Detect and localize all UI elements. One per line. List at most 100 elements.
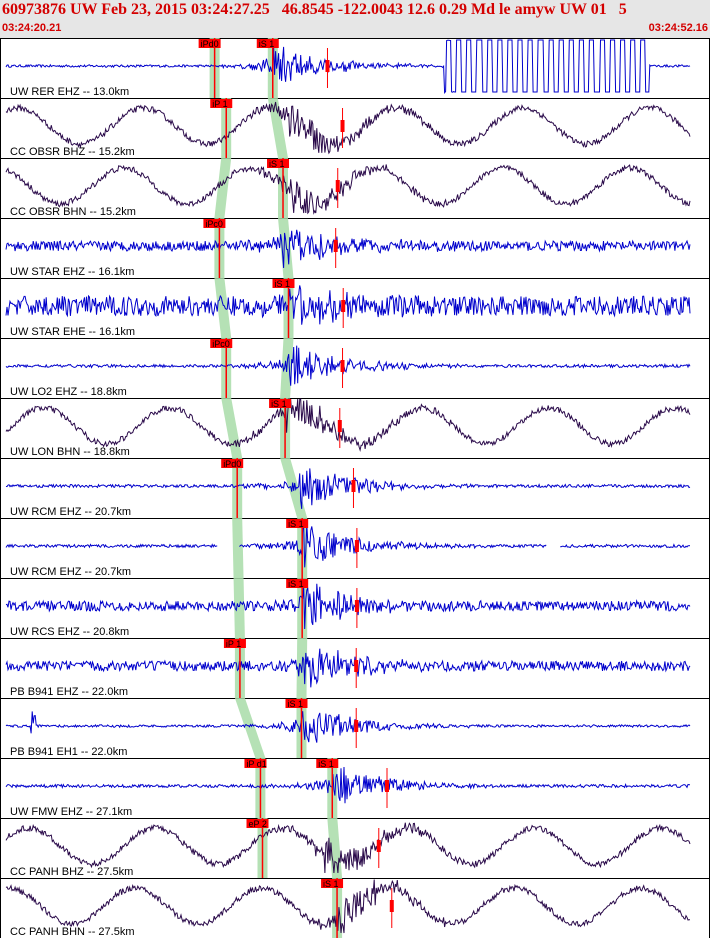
pick-label: iPc0 — [205, 219, 223, 229]
pick-flag — [256, 39, 279, 48]
trace-label: CC OBSR BHZ -- 15.2km — [10, 146, 135, 158]
pick-label: iS 1 — [288, 519, 304, 529]
pick-label: iS 1 — [318, 759, 334, 769]
trace-label: UW RCS EHZ -- 20.8km — [10, 626, 129, 638]
trace-row: iS 1 CC PANH BHN -- 27.5km — [5, 878, 691, 938]
coda-marker — [337, 420, 342, 432]
trace-row: iP 1 CC OBSR BHZ -- 15.2km — [5, 98, 691, 158]
trace-label: UW RCM EHZ -- 20.7km — [10, 506, 131, 518]
coda-marker — [354, 660, 359, 672]
coda-marker — [354, 600, 359, 612]
waveform — [5, 345, 691, 386]
pick-label: iS 1 — [271, 399, 287, 409]
coda-marker — [340, 120, 345, 132]
pick-label: iS 1 — [269, 159, 285, 169]
seismogram-panel: iPd0 iS 1 UW RER EHZ -- 13.0km iP 1 CC OBSR … — [0, 38, 710, 938]
trace-label: UW STAR EHE -- 16.1km — [10, 326, 135, 338]
waveform — [5, 229, 691, 269]
coda-marker — [351, 480, 356, 492]
pick-label: iPc0 — [212, 339, 230, 349]
trace-label: PB B941 EHZ -- 22.0km — [10, 686, 128, 698]
pick-flag — [267, 159, 290, 168]
pick-flag — [285, 699, 308, 708]
waveform — [239, 523, 547, 568]
p-arrival-band — [267, 38, 343, 938]
trace-label: UW FMW EHZ -- 27.1km — [10, 806, 132, 818]
trace-row: iS 1 UW RCM EHZ -- 20.7km — [5, 518, 691, 578]
trace-label: UW RER EHZ -- 13.0km — [10, 86, 129, 98]
pick-flag — [210, 99, 233, 108]
pick-label: iS 1 — [288, 579, 304, 589]
trace-row: iS 1 CC OBSR BHN -- 15.2km — [5, 158, 691, 218]
waveform — [5, 101, 691, 155]
pick-flag — [321, 879, 344, 888]
pick-label: iP 1 — [212, 99, 227, 109]
waveform — [5, 398, 691, 453]
waveform — [560, 543, 691, 549]
pick-flag — [198, 39, 221, 48]
pick-label: iS 1 — [287, 699, 303, 709]
pick-label: iPd0 — [201, 39, 219, 49]
pick-flag — [269, 399, 292, 408]
waveform — [5, 468, 691, 509]
event-title: 60973876 UW Feb 23, 2015 03:24:27.25 46.… — [2, 1, 627, 18]
waveform — [5, 648, 691, 688]
p-arrival-band — [209, 38, 268, 878]
pick-flag — [244, 759, 267, 768]
coda-marker — [384, 780, 389, 792]
trace-label: UW LON BHN -- 18.8km — [10, 446, 130, 458]
trace-label: UW STAR EHZ -- 16.1km — [10, 266, 134, 278]
waveform — [5, 164, 691, 215]
pick-flag — [246, 819, 269, 828]
trace-row: iPd0 UW RCM EHZ -- 20.7km — [5, 458, 691, 518]
waveform — [5, 583, 691, 630]
waveform — [5, 285, 691, 325]
time-end-label: 03:24:52.16 — [648, 22, 708, 34]
waveform — [5, 822, 691, 874]
pick-label: iS 1 — [274, 279, 290, 289]
pick-label: iP 1 — [226, 639, 241, 649]
waveform — [5, 39, 691, 94]
trace-row: iPd0 iS 1 UW RER EHZ -- 13.0km — [5, 38, 691, 98]
trace-row: iPc0 UW STAR EHZ -- 16.1km — [5, 218, 691, 278]
pick-flag — [286, 519, 309, 528]
trace-label: PB B941 EH1 -- 22.0km — [10, 746, 127, 758]
trace-row: iPc0 UW LO2 EHZ -- 18.8km — [5, 338, 691, 398]
coda-marker — [333, 240, 338, 252]
coda-marker — [376, 840, 381, 852]
pick-flag — [316, 759, 339, 768]
coda-marker — [389, 900, 394, 912]
waveform — [5, 711, 691, 743]
pick-flag — [286, 579, 309, 588]
trace-row: iS 1 UW LON BHN -- 18.8km — [5, 398, 691, 458]
pick-flag — [203, 219, 226, 228]
trace-row: iS 1 UW STAR EHE -- 16.1km — [5, 278, 691, 338]
trace-label: CC PANH BHN -- 27.5km — [10, 926, 134, 938]
waveform — [5, 879, 691, 934]
trace-label: UW LO2 EHZ -- 18.8km — [10, 386, 127, 398]
coda-marker — [335, 180, 340, 192]
pick-flag — [221, 459, 244, 468]
header-bar: 60973876 UW Feb 23, 2015 03:24:27.25 46.… — [0, 0, 710, 38]
trace-label: CC PANH BHZ -- 27.5km — [10, 866, 133, 878]
trace-row: iS 1 UW RCS EHZ -- 20.8km — [5, 578, 691, 638]
pick-label: iS 1 — [259, 39, 275, 49]
waveform — [5, 543, 218, 549]
pick-label: iPd0 — [223, 459, 241, 469]
trace-row: eP 2 CC PANH BHZ -- 27.5km — [5, 818, 691, 878]
pick-flag — [210, 339, 233, 348]
pick-label: eP 2 — [249, 819, 267, 829]
coda-marker — [354, 720, 359, 732]
pick-flag — [272, 279, 295, 288]
coda-marker — [340, 360, 345, 372]
pick-label: iS 1 — [323, 879, 339, 889]
waveform — [5, 766, 691, 804]
coda-marker — [354, 540, 359, 552]
coda-marker — [341, 300, 346, 312]
trace-row: iP d1 iS 1 UW FMW EHZ -- 27.1km — [5, 758, 691, 818]
trace-row: iS 1 PB B941 EH1 -- 22.0km — [5, 698, 691, 758]
time-start-label: 03:24:20.21 — [2, 22, 62, 34]
trace-label: UW RCM EHZ -- 20.7km — [10, 566, 131, 578]
trace-label: CC OBSR BHN -- 15.2km — [10, 206, 136, 218]
coda-marker — [325, 60, 330, 72]
